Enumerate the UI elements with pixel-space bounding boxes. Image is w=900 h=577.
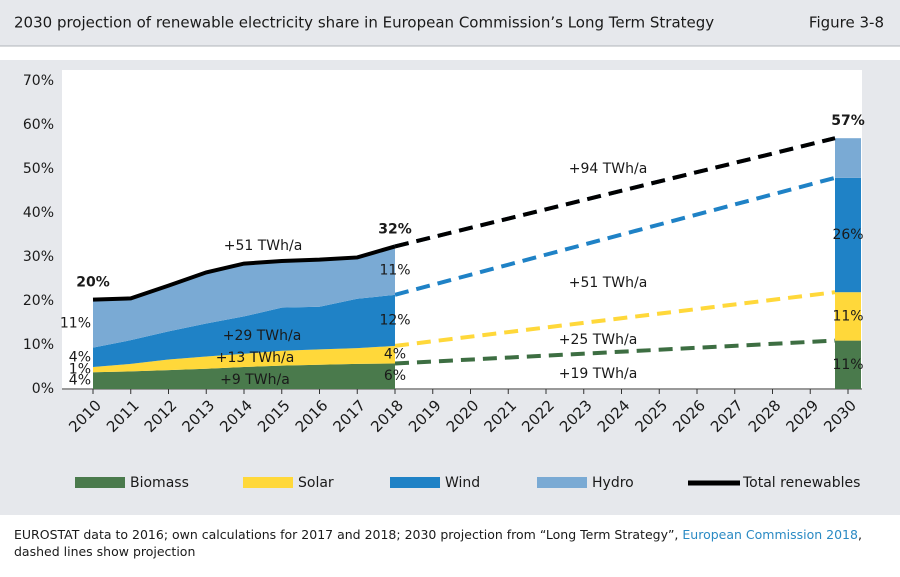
legend-swatch bbox=[243, 477, 293, 488]
data-label: 12% bbox=[379, 312, 410, 328]
area bbox=[93, 246, 395, 348]
bar bbox=[835, 138, 861, 178]
y-tick-label: 50% bbox=[23, 161, 54, 177]
legend-label: Hydro bbox=[592, 475, 634, 491]
annotation: +25 TWh/a bbox=[559, 332, 638, 348]
area bbox=[93, 363, 395, 389]
source-note: EUROSTAT data to 2016; own calculations … bbox=[14, 526, 886, 560]
data-label: 1% bbox=[69, 362, 91, 378]
legend-swatch bbox=[75, 477, 125, 488]
total-label: 57% bbox=[831, 113, 865, 129]
header-band bbox=[0, 0, 900, 46]
data-label: 11% bbox=[832, 308, 863, 324]
total-label: 32% bbox=[378, 221, 412, 237]
total-projection bbox=[394, 136, 836, 249]
y-tick-label: 60% bbox=[23, 117, 54, 133]
bar bbox=[835, 177, 861, 293]
y-tick-label: 0% bbox=[32, 381, 54, 397]
legend-swatch bbox=[390, 477, 440, 488]
y-tick-label: 30% bbox=[23, 249, 54, 265]
title: 2030 projection of renewable electricity… bbox=[14, 14, 714, 32]
total-label: 20% bbox=[76, 275, 110, 291]
projection-line bbox=[394, 175, 836, 297]
data-label: 4% bbox=[69, 373, 91, 389]
total-line bbox=[92, 244, 396, 302]
legend-label: Biomass bbox=[130, 475, 189, 491]
source-link: European Commission 2018 bbox=[682, 527, 858, 542]
source-text: , dashed lines show projection bbox=[14, 527, 862, 559]
area bbox=[93, 345, 395, 373]
y-tick-label: 10% bbox=[23, 337, 54, 353]
y-tick-label: 40% bbox=[23, 205, 54, 221]
annotation: +9 TWh/a bbox=[220, 372, 290, 388]
data-label: 4% bbox=[384, 347, 406, 363]
bar bbox=[835, 292, 861, 341]
source-text: EUROSTAT data to 2016; own calculations … bbox=[14, 527, 683, 542]
annotation: +94 TWh/a bbox=[569, 161, 648, 177]
annotation: +51 TWh/a bbox=[569, 275, 648, 291]
legend-label: Total renewables bbox=[742, 475, 860, 491]
annotation: +29 TWh/a bbox=[223, 328, 302, 344]
projection-line bbox=[394, 338, 836, 366]
data-label: 26% bbox=[832, 227, 863, 243]
annotation: +19 TWh/a bbox=[559, 366, 638, 382]
figure-label: Figure 3-8 bbox=[809, 14, 884, 32]
y-tick-label: 70% bbox=[23, 73, 54, 89]
annotation: +51 TWh/a bbox=[224, 238, 303, 254]
chart: 2030 projection of renewable electricity… bbox=[0, 0, 900, 515]
data-label: 6% bbox=[384, 368, 406, 384]
data-label: 11% bbox=[60, 316, 91, 332]
annotation: +13 TWh/a bbox=[216, 350, 295, 366]
bar bbox=[835, 340, 861, 389]
data-label: 4% bbox=[69, 349, 91, 365]
data-label: 11% bbox=[832, 357, 863, 373]
legend-label: Solar bbox=[298, 475, 334, 491]
data-label: 11% bbox=[379, 263, 410, 279]
legend-swatch bbox=[537, 477, 587, 488]
legend-label: Wind bbox=[445, 475, 480, 491]
y-tick-label: 20% bbox=[23, 293, 54, 309]
area bbox=[93, 294, 395, 367]
projection-line bbox=[394, 290, 836, 348]
